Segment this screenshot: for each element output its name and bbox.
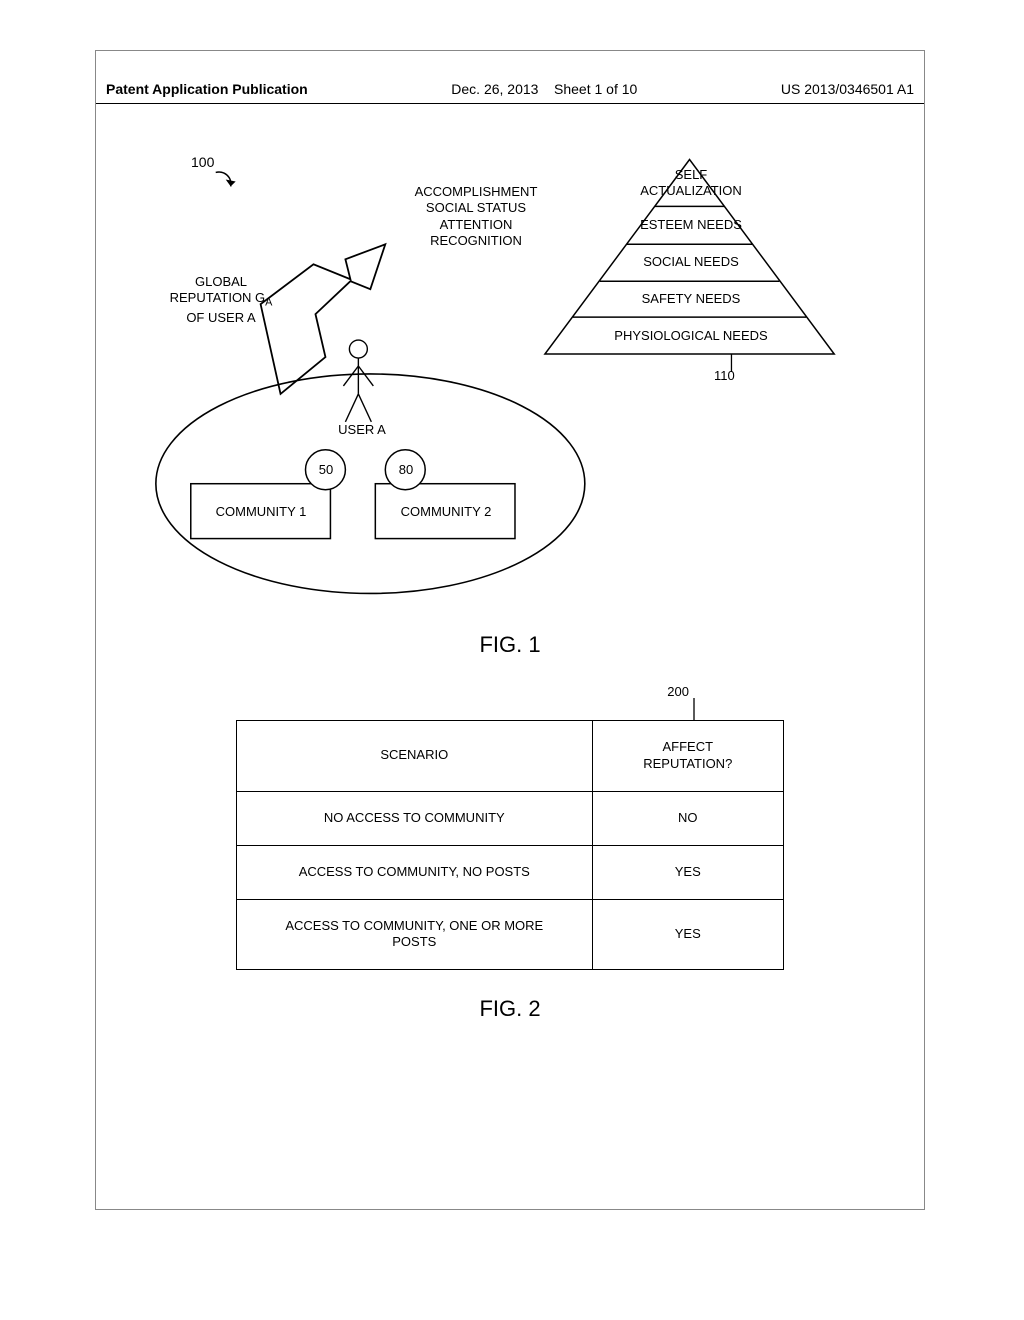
score-2-label: 80 bbox=[394, 462, 418, 478]
community-1-label: COMMUNITY 1 bbox=[191, 504, 331, 520]
table-cell: ACCESS TO COMMUNITY, NO POSTS bbox=[237, 845, 593, 899]
table-row: ACCESS TO COMMUNITY, NO POSTS YES bbox=[237, 845, 784, 899]
figure-2: 200 SCENARIO AFFECT REPUTATION? NO ACCES… bbox=[96, 688, 924, 970]
user-icon bbox=[343, 340, 373, 422]
ref-100-label: 100 bbox=[191, 154, 214, 172]
ref-100-arrow bbox=[216, 172, 236, 186]
words-block: ACCOMPLISHMENT SOCIAL STATUS ATTENTION R… bbox=[391, 184, 561, 249]
table-row: NO ACCESS TO COMMUNITY NO bbox=[237, 791, 784, 845]
pyramid-level-1: ESTEEM NEEDS bbox=[616, 217, 766, 233]
ref-110-label: 110 bbox=[714, 368, 735, 384]
user-a-label: USER A bbox=[332, 422, 392, 438]
table-cell: YES bbox=[592, 845, 783, 899]
header-mid: Dec. 26, 2013 Sheet 1 of 10 bbox=[451, 81, 637, 97]
pyramid-level-4: PHYSIOLOGICAL NEEDS bbox=[596, 328, 786, 344]
pyramid-level-0: SELF ACTUALIZATION bbox=[616, 167, 766, 200]
page-frame: Patent Application Publication Dec. 26, … bbox=[95, 50, 925, 1210]
score-1-label: 50 bbox=[314, 462, 338, 478]
table-cell: ACCESS TO COMMUNITY, ONE OR MORE POSTS bbox=[237, 899, 593, 970]
table-header-affect: AFFECT REPUTATION? bbox=[592, 721, 783, 792]
global-rep-label: GLOBAL REPUTATION GA OF USER A bbox=[151, 274, 291, 327]
header-sheet: Sheet 1 of 10 bbox=[554, 81, 637, 97]
table-cell: YES bbox=[592, 899, 783, 970]
pyramid-level-2: SOCIAL NEEDS bbox=[616, 254, 766, 270]
figure-1: 100 SELF ACTUALIZATION ESTEEM NEEDS SOCI… bbox=[96, 104, 924, 624]
community-2-label: COMMUNITY 2 bbox=[376, 504, 516, 520]
figure-1-caption: FIG. 1 bbox=[96, 632, 924, 658]
figure-2-caption: FIG. 2 bbox=[96, 996, 924, 1022]
header-date: Dec. 26, 2013 bbox=[451, 81, 538, 97]
header-pubno: US 2013/0346501 A1 bbox=[781, 81, 914, 97]
table-row: SCENARIO AFFECT REPUTATION? bbox=[237, 721, 784, 792]
pyramid-level-3: SAFETY NEEDS bbox=[616, 291, 766, 307]
table-header-scenario: SCENARIO bbox=[237, 721, 593, 792]
ref-200-callout: 200 bbox=[236, 688, 784, 720]
figure-1-svg bbox=[96, 104, 924, 624]
scenario-table: SCENARIO AFFECT REPUTATION? NO ACCESS TO… bbox=[236, 720, 784, 970]
table-row: ACCESS TO COMMUNITY, ONE OR MORE POSTS Y… bbox=[237, 899, 784, 970]
table-cell: NO bbox=[592, 791, 783, 845]
table-cell: NO ACCESS TO COMMUNITY bbox=[237, 791, 593, 845]
page-header: Patent Application Publication Dec. 26, … bbox=[96, 51, 924, 104]
ref-200-tick-icon bbox=[674, 698, 714, 722]
header-left: Patent Application Publication bbox=[106, 81, 308, 97]
